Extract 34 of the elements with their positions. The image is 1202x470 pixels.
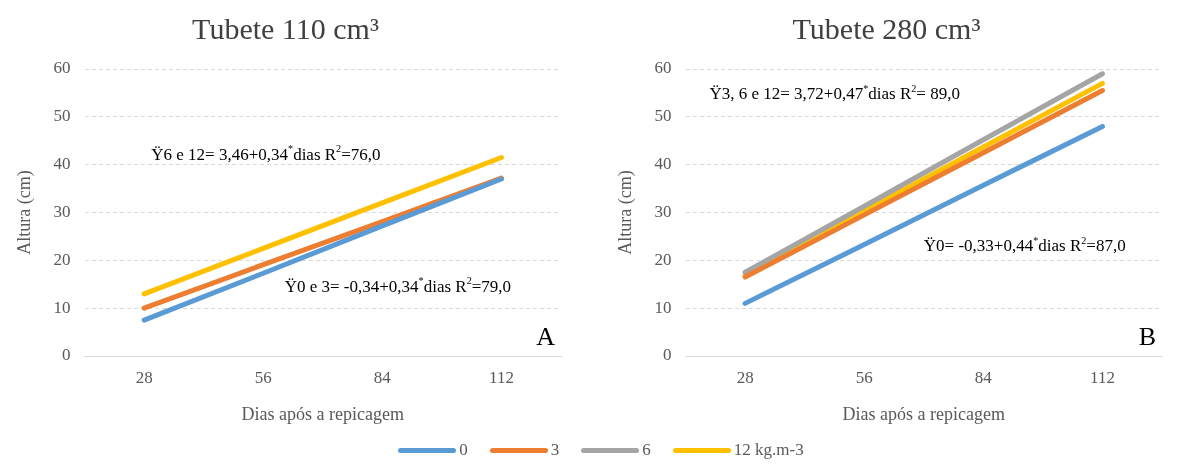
chart-title: Tubete 280 cm³ (792, 11, 981, 45)
y-tick-label: 40 (53, 154, 71, 174)
y-tick-label: 10 (654, 297, 672, 317)
x-tick-label: 56 (254, 367, 272, 387)
x-axis-title: Dias após a repicagem (842, 403, 1006, 424)
y-tick-label: 50 (53, 106, 71, 126)
legend-label: 3 (550, 440, 560, 460)
legend-label: 0 (459, 440, 468, 460)
y-tick-label: 20 (654, 249, 672, 269)
annotation: A (536, 321, 556, 351)
y-axis-title: Altura (cm) (13, 170, 35, 255)
y-tick-label: 60 (53, 58, 71, 78)
x-tick-label: 56 (855, 367, 873, 387)
x-axis-title: Dias após a repicagem (241, 403, 405, 424)
annotation: B (1138, 321, 1156, 351)
legend-label: 6 (642, 440, 651, 460)
y-tick-label: 10 (53, 297, 71, 317)
y-tick-label: 30 (53, 201, 71, 221)
x-tick-label: 84 (974, 367, 993, 387)
y-tick-label: 50 (654, 106, 672, 126)
y-tick-label: 0 (663, 345, 672, 365)
y-axis-title: Altura (cm) (614, 170, 636, 255)
legend-label: 12 kg.m-3 (733, 440, 804, 460)
x-tick-label: 112 (489, 367, 514, 387)
chart-title: Tubete 110 cm³ (192, 11, 379, 45)
x-tick-label: 112 (1090, 367, 1115, 387)
y-tick-label: 20 (53, 249, 71, 269)
y-tick-label: 0 (62, 345, 71, 365)
y-tick-label: 30 (654, 201, 672, 221)
x-tick-label: 28 (135, 367, 153, 387)
y-tick-label: 60 (654, 58, 672, 78)
y-tick-label: 40 (654, 154, 672, 174)
x-tick-label: 28 (736, 367, 754, 387)
x-tick-label: 84 (373, 367, 392, 387)
